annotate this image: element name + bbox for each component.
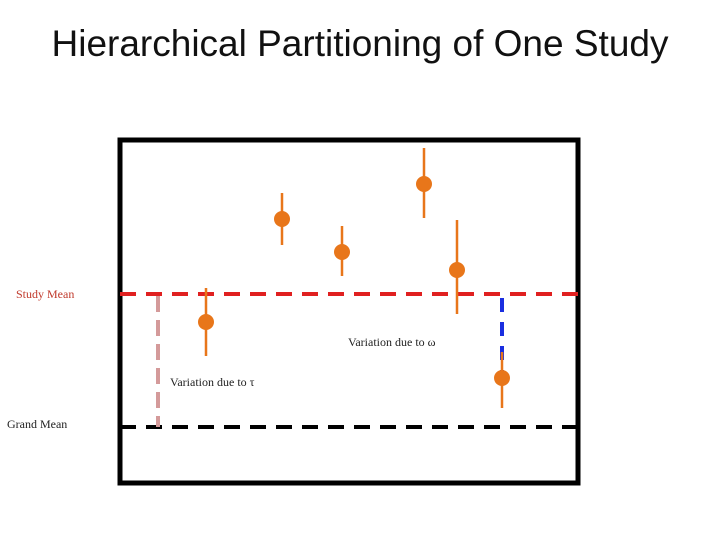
variation-tau-label: Variation due to τ: [170, 375, 255, 389]
slide-title: Hierarchical Partitioning of One Study: [51, 23, 669, 64]
grand-mean-label: Grand Mean: [7, 417, 68, 431]
diagram-frame: [117, 137, 581, 486]
study-mean-label: Study Mean: [16, 287, 75, 301]
observation-point: [494, 352, 510, 408]
observation-point: [416, 148, 432, 218]
observation-point: [274, 193, 290, 245]
variation-omega-label: Variation due to ω: [348, 335, 436, 349]
observation-point: [198, 288, 214, 356]
observation-point: [334, 226, 350, 276]
observation-point: [449, 220, 465, 314]
